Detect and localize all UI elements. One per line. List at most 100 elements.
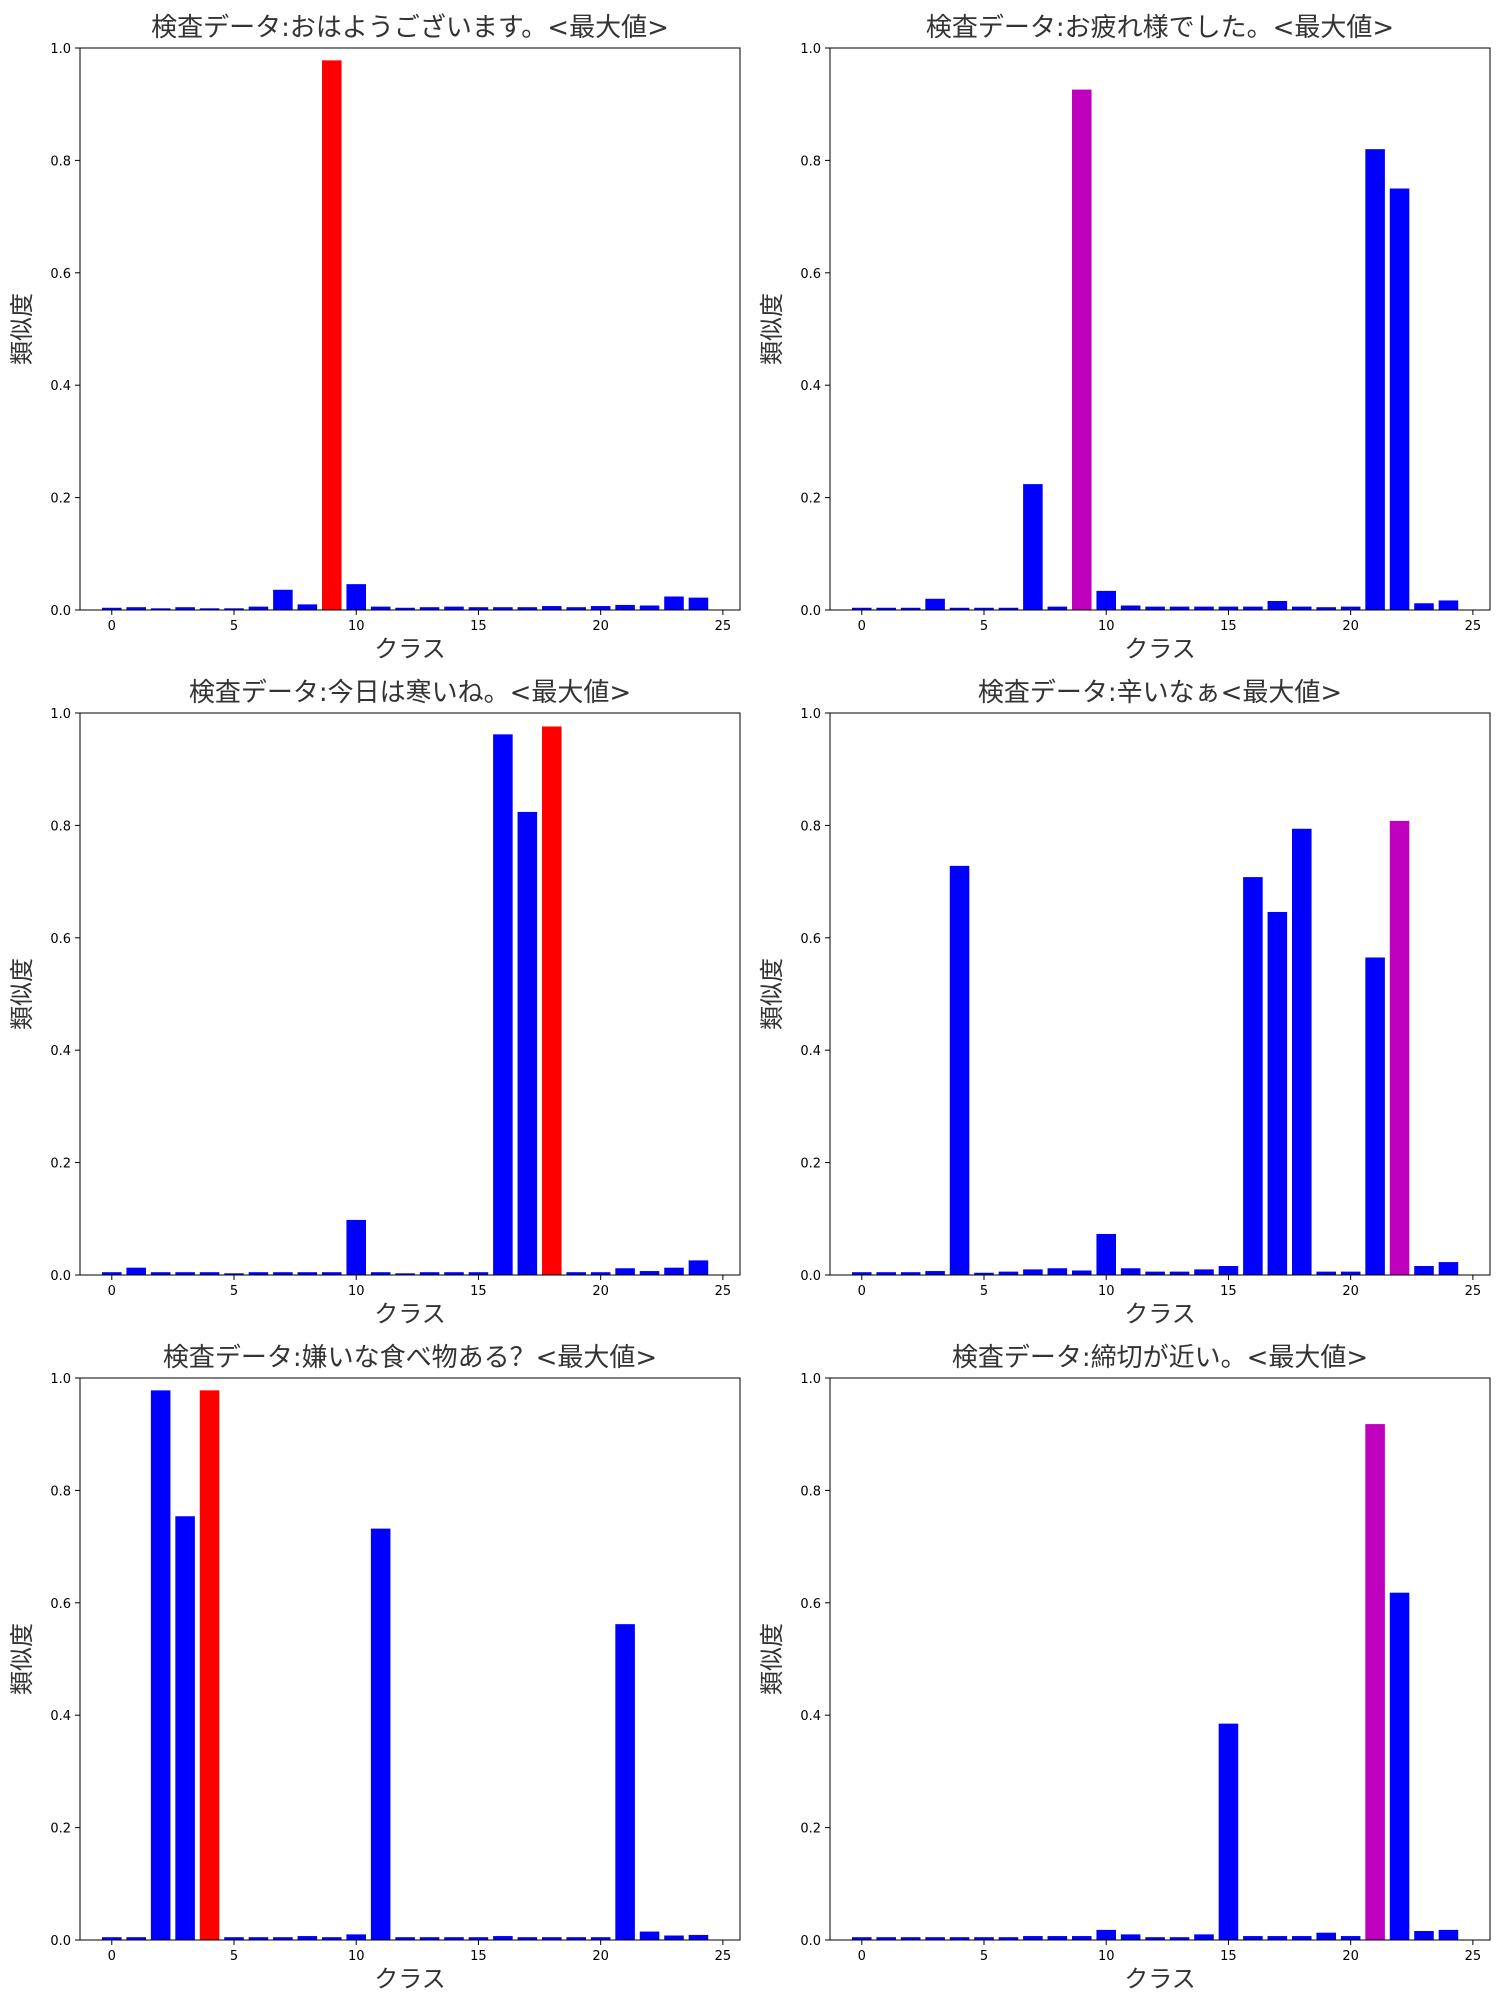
bar-class-16: [1243, 606, 1263, 610]
bar-class-11: [1120, 605, 1141, 610]
x-tick-label: 25: [1465, 1949, 1482, 1964]
chart-svg: 検査データ:辛いなぁ<最大値> 0 5 10 15 20 25 0.0 0.2 0.4 0.6 0.8…: [758, 678, 1491, 1328]
bar-class-6: [998, 1271, 1019, 1275]
plot-frame: [79, 712, 741, 1276]
chart-panel-4: 検査データ:辛いなぁ<最大値> 0 5 10 15 20 25 0.0 0.2 0.4 0.6 0.8…: [750, 665, 1500, 1330]
bar-class-2: [900, 1272, 921, 1275]
bar-class-11: [1120, 1268, 1141, 1275]
y-tick-label: 0.4: [50, 379, 71, 394]
bar-class-11: [370, 606, 391, 610]
bar-class-5: [974, 1272, 994, 1275]
bar-class-2: [900, 607, 921, 610]
y-tick-label: 0.2: [800, 1157, 821, 1172]
bar-class-22: [639, 1931, 660, 1940]
bar-class-7: [1023, 1269, 1043, 1275]
y-tick-label: 0.2: [800, 492, 821, 507]
bar-class-20: [1340, 1271, 1361, 1275]
bar-class-14: [444, 1937, 464, 1940]
x-tick-label: 0: [858, 1949, 866, 1964]
x-tick-label: 25: [1465, 619, 1482, 634]
bar-class-8: [297, 1272, 318, 1275]
x-tick-label: 20: [1342, 1284, 1359, 1299]
bar-class-1: [876, 1937, 896, 1940]
x-tick-label: 25: [715, 1949, 732, 1964]
y-tick-label: 0.0: [800, 1269, 821, 1284]
bar-class-21: [615, 1624, 635, 1940]
y-tick-label: 0.0: [800, 1934, 821, 1949]
bar-class-8: [297, 1936, 318, 1940]
x-tick-label: 15: [470, 1284, 487, 1299]
bar-class-12: [395, 1273, 415, 1275]
y-tick-label: 1.0: [800, 42, 821, 57]
plot-frame: [829, 47, 1491, 611]
x-tick-label: 10: [1098, 1949, 1115, 1964]
chart-title: 検査データ:お疲れ様でした。<最大値>: [926, 13, 1394, 43]
x-tick-label: 0: [108, 1949, 116, 1964]
y-tick-label: 0.8: [50, 819, 71, 834]
bar-class-4: [949, 865, 970, 1275]
x-tick-label: 5: [230, 1949, 238, 1964]
bar-class-15: [468, 1272, 489, 1275]
x-tick-label: 15: [1220, 1949, 1237, 1964]
x-axis-label: クラス: [374, 635, 446, 663]
bar-class-21: [1365, 149, 1385, 610]
y-tick-label: 0.8: [50, 154, 71, 169]
x-tick-label: 15: [470, 1949, 487, 1964]
y-axis-label: 類似度: [758, 293, 786, 365]
bar-class-3: [175, 607, 195, 610]
bar-class-17: [517, 1937, 538, 1940]
x-tick-label: 20: [1342, 619, 1359, 634]
bar-class-10: [1096, 590, 1116, 610]
chart-panel-5: 検査データ:嫌いな食べ物ある？<最大値> 0 5 10 15 20 25 0.0 0.2 0.4 0…: [0, 1330, 750, 1995]
bar-class-14: [1194, 1269, 1214, 1275]
bar-class-22: [639, 1271, 660, 1275]
y-tick-label: 1.0: [50, 707, 71, 722]
x-tick-label: 20: [1342, 1949, 1359, 1964]
bar-class-3: [925, 598, 945, 610]
y-tick-label: 0.2: [50, 1157, 71, 1172]
x-tick-label: 20: [592, 1949, 609, 1964]
bar-class-13: [1169, 1271, 1190, 1275]
bar-class-0: [102, 1937, 122, 1940]
bar-class-0: [852, 607, 872, 610]
bar-class-5: [224, 608, 244, 610]
plot-frame: [829, 1377, 1491, 1941]
bar-class-10: [346, 1219, 366, 1275]
bar-class-1: [876, 607, 896, 610]
bar-class-24: [688, 1934, 709, 1940]
bar-class-19: [566, 1272, 586, 1275]
y-tick-label: 1.0: [800, 1372, 821, 1387]
chart-title: 検査データ:おはようございます。<最大値>: [151, 13, 669, 43]
bar-class-14: [1194, 606, 1214, 610]
y-tick-label: 0.4: [800, 1044, 821, 1059]
chart-svg: 検査データ:お疲れ様でした。<最大値> 0 5 10 15 20 25 0.0 0.2 0.4 0.…: [758, 13, 1491, 663]
bar-class-23: [1414, 1931, 1434, 1940]
bar-class-20: [1340, 1936, 1361, 1940]
y-tick-label: 0.0: [50, 1934, 71, 1949]
bar-class-13: [419, 1937, 440, 1940]
chart-title: 検査データ:辛いなぁ<最大値>: [978, 678, 1342, 708]
x-tick-label: 10: [1098, 1284, 1115, 1299]
y-tick-label: 1.0: [50, 42, 71, 57]
y-tick-label: 0.0: [50, 1269, 71, 1284]
chart-panel-2: 検査データ:お疲れ様でした。<最大値> 0 5 10 15 20 25 0.0 0.2 0.4 0.…: [750, 0, 1500, 665]
x-tick-label: 15: [470, 619, 487, 634]
bar-class-7: [273, 1272, 293, 1275]
x-tick-label: 5: [980, 1949, 988, 1964]
chart-title: 検査データ:嫌いな食べ物ある？<最大値>: [163, 1343, 657, 1373]
x-tick-label: 0: [858, 619, 866, 634]
y-axis-label: 類似度: [8, 1623, 36, 1695]
bar-class-1: [126, 1267, 146, 1275]
y-tick-label: 0.6: [800, 1597, 821, 1612]
bar-class-21: [1365, 957, 1385, 1275]
bar-class-1: [876, 1272, 896, 1275]
bar-class-3: [175, 1516, 195, 1940]
bar-class-11: [370, 1528, 391, 1940]
x-tick-label: 15: [1220, 1284, 1237, 1299]
bar-class-15: [468, 1937, 489, 1940]
x-tick-label: 10: [348, 1284, 365, 1299]
x-tick-label: 20: [592, 619, 609, 634]
x-tick-label: 5: [980, 619, 988, 634]
y-tick-label: 0.4: [800, 1709, 821, 1724]
